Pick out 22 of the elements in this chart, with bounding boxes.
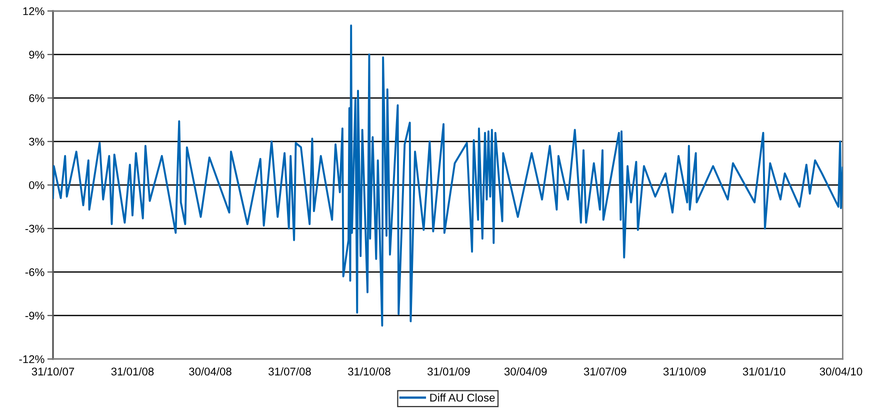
x-tick-label: 31/01/09 bbox=[428, 367, 470, 376]
y-tick-label: -6% bbox=[25, 268, 44, 276]
x-tick-label: 31/01/08 bbox=[111, 367, 154, 376]
y-tick-label: 0% bbox=[29, 181, 44, 190]
y-tick-label: 12% bbox=[23, 7, 44, 16]
line-series bbox=[53, 24, 843, 327]
x-tick-label: 31/10/09 bbox=[663, 367, 706, 376]
y-tick-label: 9% bbox=[29, 50, 44, 59]
x-tick-label: 31/10/08 bbox=[348, 367, 390, 376]
y-tick-label: 3% bbox=[29, 138, 44, 146]
x-tick-label: 31/01/10 bbox=[742, 367, 786, 376]
x-tick-label: 30/04/08 bbox=[189, 367, 232, 376]
y-tick-label: -12% bbox=[19, 355, 44, 364]
y-tick-label: 6% bbox=[29, 94, 44, 102]
x-tick-label: 30/04/10 bbox=[820, 367, 862, 376]
x-tick-label: 31/10/07 bbox=[32, 367, 74, 376]
y-tick-label: -3% bbox=[25, 224, 44, 233]
legend-label: Diff AU Close bbox=[430, 393, 495, 402]
x-tick-label: 31/07/08 bbox=[268, 367, 311, 376]
x-tick-label: 31/07/09 bbox=[584, 367, 626, 376]
x-tick-label: 30/04/09 bbox=[504, 367, 547, 376]
y-tick-label: -9% bbox=[25, 312, 44, 320]
